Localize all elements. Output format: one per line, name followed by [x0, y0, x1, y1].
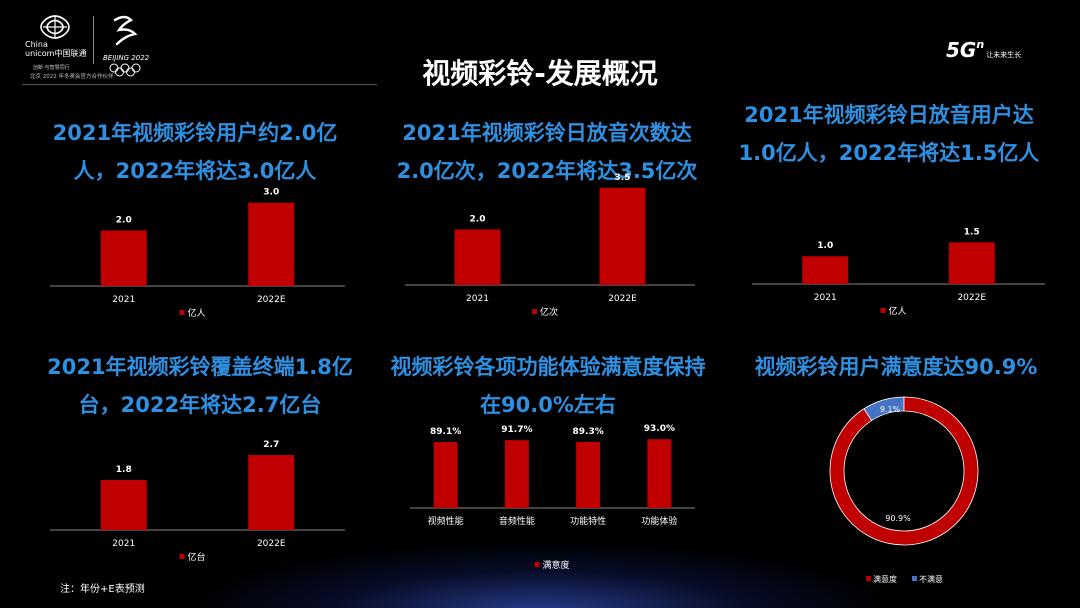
chart-1-data-label-1: 2.0	[116, 215, 132, 225]
logo-divider	[93, 16, 94, 64]
china-unicom-beijing-logo: China unicom中国联通 创新·与智慧同行 BEIJING 2022	[25, 14, 195, 84]
olympic-rings-icon	[109, 63, 141, 77]
chart-6-slice-2	[863, 396, 905, 422]
page-title: 视频彩铃-发展概况	[422, 57, 658, 90]
chart-4-heading: 2021年视频彩铃覆盖终端1.8亿台，2022年将达2.7亿台	[47, 355, 353, 417]
5g-logo: 5Gn让未来生长	[946, 38, 1021, 62]
chart-6-data-label-2: 9.1%	[880, 405, 901, 414]
unicom-knot-icon	[40, 15, 70, 39]
chart-2-bar-2	[599, 187, 646, 285]
chart-5-tick-label-1: 视频性能	[428, 515, 464, 527]
chart-3-legend-label: 亿人	[889, 305, 907, 317]
chart-1-heading: 2021年视频彩铃用户约2.0亿人，2022年将达3.0亿人	[52, 121, 338, 183]
chart-3-legend-swatch	[880, 308, 886, 313]
chart-3-bar-2	[948, 242, 995, 284]
chart-5-data-label-2: 91.7%	[501, 425, 532, 435]
chart-1-legend-label: 亿人	[188, 307, 206, 319]
chart-3-bar-1	[802, 256, 849, 284]
chart-3-data-label-2: 1.5	[964, 227, 980, 237]
chart-6-legend-swatch-2	[912, 576, 917, 581]
chart-3-heading: 2021年视频彩铃日放音用户达1.0亿人，2022年将达1.5亿人	[738, 103, 1040, 165]
footnote: 注：年份+E表预测	[60, 584, 145, 595]
5g-superscript: n	[976, 38, 985, 51]
chart-2-data-label-1: 2.0	[470, 214, 486, 224]
chart-1-tick-label-1: 2021	[112, 295, 135, 305]
chart-3-data-label-1: 1.0	[817, 241, 833, 251]
header-rule	[22, 84, 377, 85]
chart-2-heading: 2021年视频彩铃日放音次数达2.0亿次，2022年将达3.5亿次	[396, 121, 698, 183]
chart-6-legend-label-2: 不满意	[919, 574, 943, 584]
chart-3-tick-label-1: 2021	[814, 293, 837, 303]
chart-5-bar-1	[433, 442, 458, 508]
chart-1-bar-2	[248, 202, 295, 286]
chart-6-slice-1	[829, 396, 979, 546]
chart-6-data-label-1: 90.9%	[885, 514, 911, 523]
chart-1-legend-swatch	[179, 310, 185, 315]
background-glow	[180, 540, 900, 608]
chart-2-legend-swatch	[532, 309, 537, 314]
chart-4-bar-2	[248, 455, 295, 530]
5g-mark: 5G	[946, 38, 977, 62]
official-partner-text: 北京 2022 年冬奥会官方合作伙伴	[30, 74, 114, 80]
chart-6-heading: 视频彩铃用户满意度达90.9%	[754, 355, 1038, 379]
chart-5-heading: 视频彩铃各项功能体验满意度保持在90.0%左右	[390, 355, 706, 417]
chart-5-data-label-3: 89.3%	[573, 427, 604, 437]
chart-4-tick-label-1: 2021	[112, 539, 135, 549]
unicom-slogan: 创新·与智慧同行	[33, 65, 70, 71]
chart-2-tick-label-1: 2021	[466, 294, 489, 304]
chart-5-data-label-1: 89.1%	[430, 427, 461, 437]
5g-tagline: 让未来生长	[986, 51, 1022, 59]
chart-2-legend-label: 亿次	[540, 306, 558, 318]
chart-5-bar-4	[647, 439, 672, 508]
chart-5-tick-label-2: 音频性能	[499, 515, 535, 527]
chart-4-data-label-1: 1.8	[116, 465, 132, 475]
beijing-2022-text: BEIJING 2022	[103, 54, 150, 62]
chart-1-tick-label-2: 2022E	[257, 295, 286, 305]
beijing-2022-emblem-icon	[113, 15, 138, 46]
chart-5-tick-label-3: 功能特性	[570, 515, 606, 527]
chart-2-bar-1	[454, 229, 501, 285]
chart-4-bar-1	[100, 480, 147, 530]
chart-5-bar-3	[576, 441, 601, 508]
chart-4-data-label-2: 2.7	[263, 440, 279, 450]
chart-5-data-label-4: 93.0%	[644, 424, 675, 434]
chart-5-tick-label-4: 功能体验	[641, 515, 677, 527]
chart-1-bar-1	[100, 230, 147, 286]
chart-3-tick-label-2: 2022E	[957, 293, 986, 303]
chart-5-bar-2	[504, 440, 529, 508]
chart-2-tick-label-2: 2022E	[608, 294, 637, 304]
unicom-wordmark: China unicom中国联通	[25, 40, 87, 58]
